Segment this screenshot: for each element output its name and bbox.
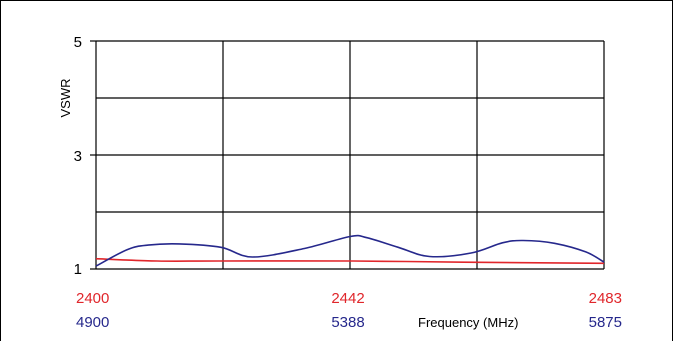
y-tick-label-1: 1 bbox=[74, 261, 82, 278]
y-tick-label-5: 5 bbox=[74, 34, 82, 51]
x-tick-label-blue-5388: 5388 bbox=[331, 314, 364, 331]
x-axis-label: Frequency (MHz) bbox=[418, 315, 518, 330]
series-line-0 bbox=[95, 257, 605, 265]
series-layer bbox=[95, 234, 605, 267]
y-axis-label: VSWR bbox=[58, 79, 73, 118]
x-tick-label-red-2442: 2442 bbox=[331, 290, 364, 307]
x-tick-label-red-2483: 2483 bbox=[589, 290, 622, 307]
grid-lines bbox=[90, 40, 605, 270]
y-tick-label-3: 3 bbox=[74, 148, 82, 165]
series-line-1 bbox=[95, 234, 605, 267]
x-tick-label-red-2400: 2400 bbox=[76, 290, 109, 307]
x-tick-label-blue-5875: 5875 bbox=[589, 314, 622, 331]
x-tick-label-blue-4900: 4900 bbox=[76, 314, 109, 331]
